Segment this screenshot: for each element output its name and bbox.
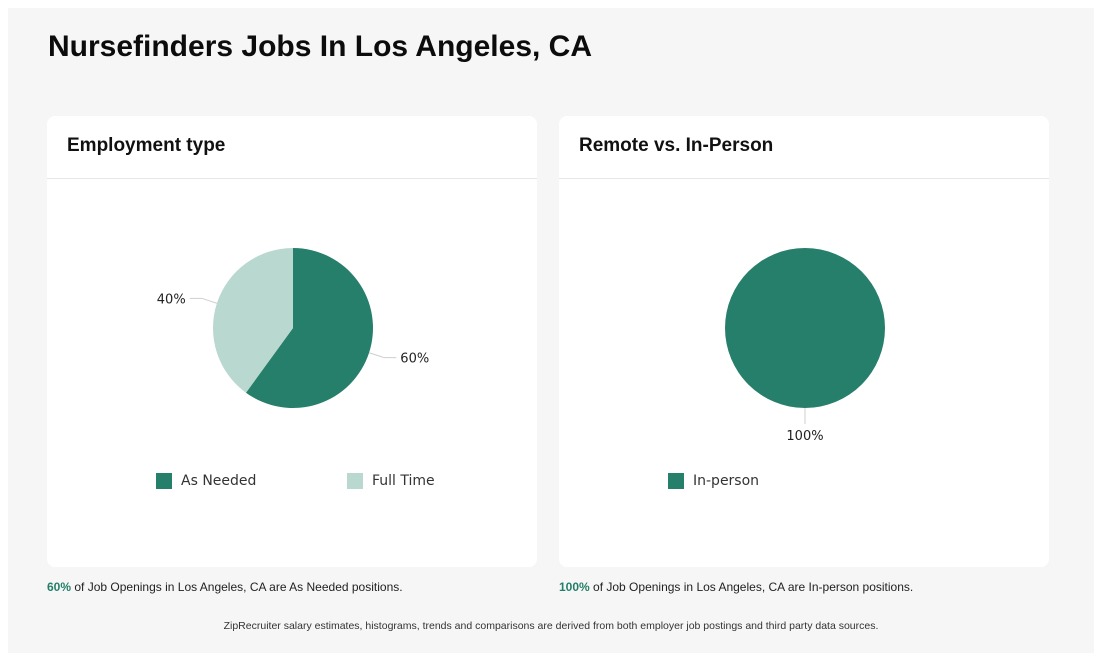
content-panel: Nursefinders Jobs In Los Angeles, CA Emp… [8,8,1094,653]
employment-type-pie-chart: 60% 40% [157,248,429,408]
employment-type-caption: 60% of Job Openings in Los Angeles, CA a… [47,580,403,594]
legend-label-full-time: Full Time [372,473,435,489]
leader-line-as-needed [368,352,397,359]
data-label-in-person: 100% [786,429,823,444]
remote-vs-in-person-pie-chart: 100% [725,248,885,444]
remote-vs-in-person-caption-text: of Job Openings in Los Angeles, CA are I… [589,580,914,594]
pie-slice-in-person [725,248,885,408]
legend-label-as-needed: As Needed [181,473,257,489]
pie-slice-full-time [212,248,293,393]
legend-swatch-in-person [668,473,684,489]
employment-type-caption-percent: 60% [47,580,72,594]
data-label-full-time: 40% [157,292,186,307]
employment-type-card: Employment type 60% 40% As Needed Full Ti… [47,116,537,567]
legend-label-in-person: In-person [693,473,760,489]
pie-slice-as-needed [245,248,373,408]
legend-item-as-needed: As Needed [156,472,256,490]
employment-type-caption-text: of Job Openings in Los Angeles, CA are A… [71,580,403,594]
leader-line-full-time [189,297,218,304]
legend-swatch-as-needed [156,473,172,489]
data-source-footnote: ZipRecruiter salary estimates, histogram… [223,620,879,632]
remote-vs-in-person-card: Remote vs. In-Person 100% In-person [559,116,1049,567]
remote-vs-in-person-caption: 100% of Job Openings in Los Angeles, CA … [559,580,913,594]
legend-item-in-person: In-person [668,472,759,490]
remote-vs-in-person-card-title: Remote vs. In-Person [559,116,1049,179]
legend-swatch-full-time [347,473,363,489]
legend-item-full-time: Full Time [347,472,435,490]
employment-type-card-title: Employment type [47,116,537,179]
page-title: Nursefinders Jobs In Los Angeles, CA [48,30,592,63]
remote-vs-in-person-caption-percent: 100% [559,580,590,594]
data-label-as-needed: 60% [400,352,429,367]
